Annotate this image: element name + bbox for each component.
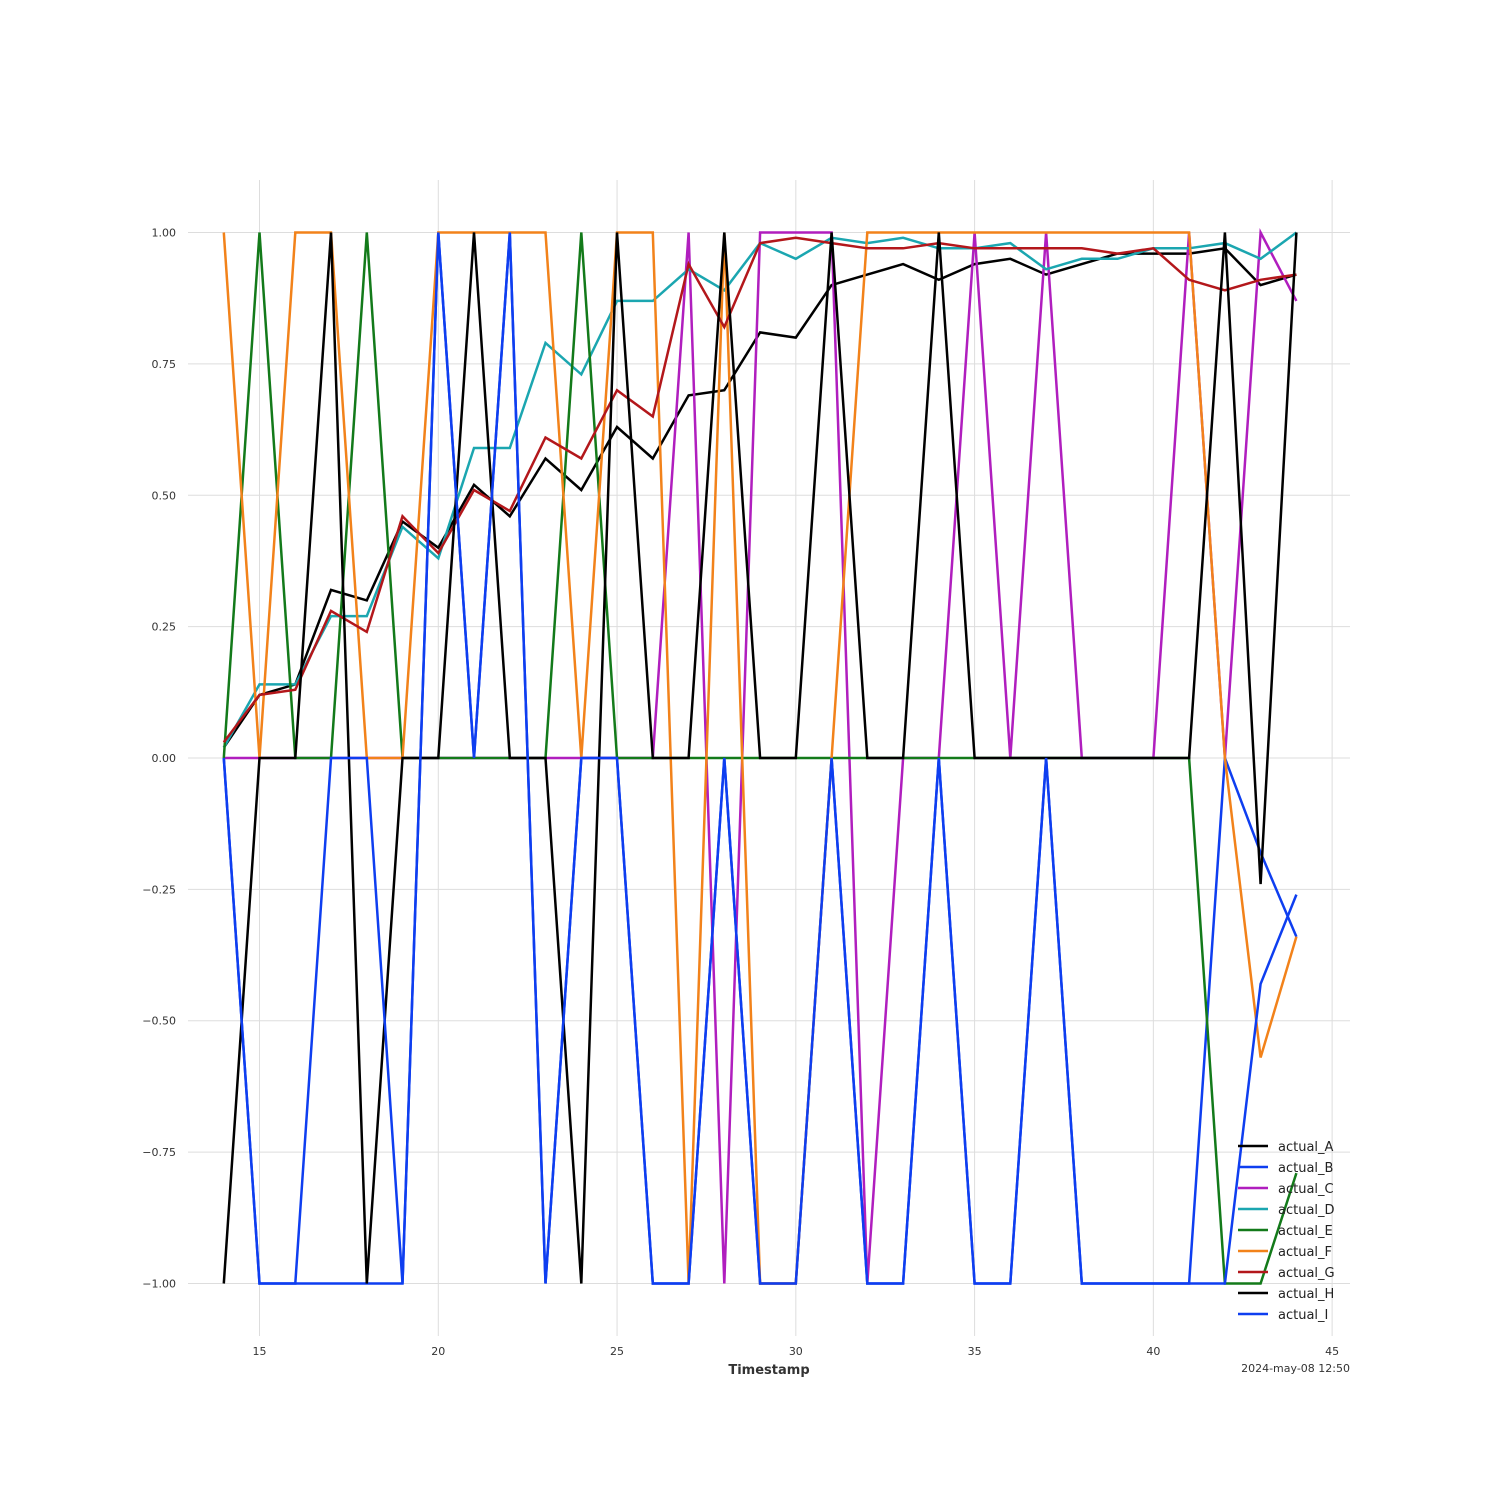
x-axis-ticks: 15 20 25 30 35 40 45	[253, 1345, 1340, 1358]
y-tick-label: 0.50	[152, 489, 177, 502]
legend-item: actual_C	[1238, 1182, 1334, 1197]
y-tick-label: −0.50	[142, 1015, 176, 1028]
x-tick-label: 15	[253, 1345, 267, 1358]
legend-item: actual_D	[1238, 1203, 1335, 1218]
legend-label: actual_I	[1278, 1308, 1328, 1323]
series-line-actual-h	[222, 232, 1298, 1284]
legend-item: actual_B	[1238, 1161, 1333, 1176]
legend-item: actual_F	[1238, 1245, 1332, 1260]
legend-label: actual_H	[1278, 1287, 1334, 1302]
y-tick-label: −0.75	[142, 1146, 176, 1159]
legend-label: actual_B	[1278, 1161, 1333, 1176]
legend-label: actual_G	[1278, 1266, 1335, 1281]
legend-item: actual_E	[1238, 1224, 1333, 1239]
y-tick-label: −1.00	[142, 1277, 176, 1290]
y-tick-label: 0.25	[152, 621, 177, 634]
legend-item: actual_A	[1238, 1140, 1334, 1155]
legend: actual_A actual_B actual_C actual_D actual_E…	[1238, 1140, 1335, 1323]
x-tick-label: 30	[789, 1345, 803, 1358]
legend-item: actual_I	[1238, 1308, 1328, 1323]
y-tick-label: 0.75	[152, 358, 177, 371]
x-tick-label: 25	[610, 1345, 624, 1358]
legend-item: actual_H	[1238, 1287, 1334, 1302]
x-axis-title: Timestamp	[728, 1363, 809, 1378]
legend-label: actual_C	[1278, 1182, 1334, 1197]
x-tick-label: 40	[1146, 1345, 1160, 1358]
series-lines	[222, 227, 1298, 1285]
timestamp-note: 2024-may-08 12:50	[1241, 1362, 1350, 1375]
legend-label: actual_A	[1278, 1140, 1334, 1155]
y-tick-label: 1.00	[152, 227, 177, 240]
x-tick-label: 45	[1325, 1345, 1339, 1358]
series-line-actual-i	[222, 232, 1298, 1285]
y-axis-ticks: −1.00 −0.75 −0.50 −0.25 0.00 0.25 0.50 0.75 1.00	[142, 227, 176, 1291]
y-tick-label: 0.00	[152, 752, 177, 765]
y-tick-label: −0.25	[142, 883, 176, 896]
x-tick-label: 20	[431, 1345, 445, 1358]
x-tick-label: 35	[968, 1345, 982, 1358]
legend-label: actual_D	[1278, 1203, 1335, 1218]
series-line-actual-g	[222, 236, 1297, 743]
legend-item: actual_G	[1238, 1266, 1335, 1281]
legend-label: actual_F	[1278, 1245, 1332, 1260]
legend-label: actual_E	[1278, 1224, 1333, 1239]
